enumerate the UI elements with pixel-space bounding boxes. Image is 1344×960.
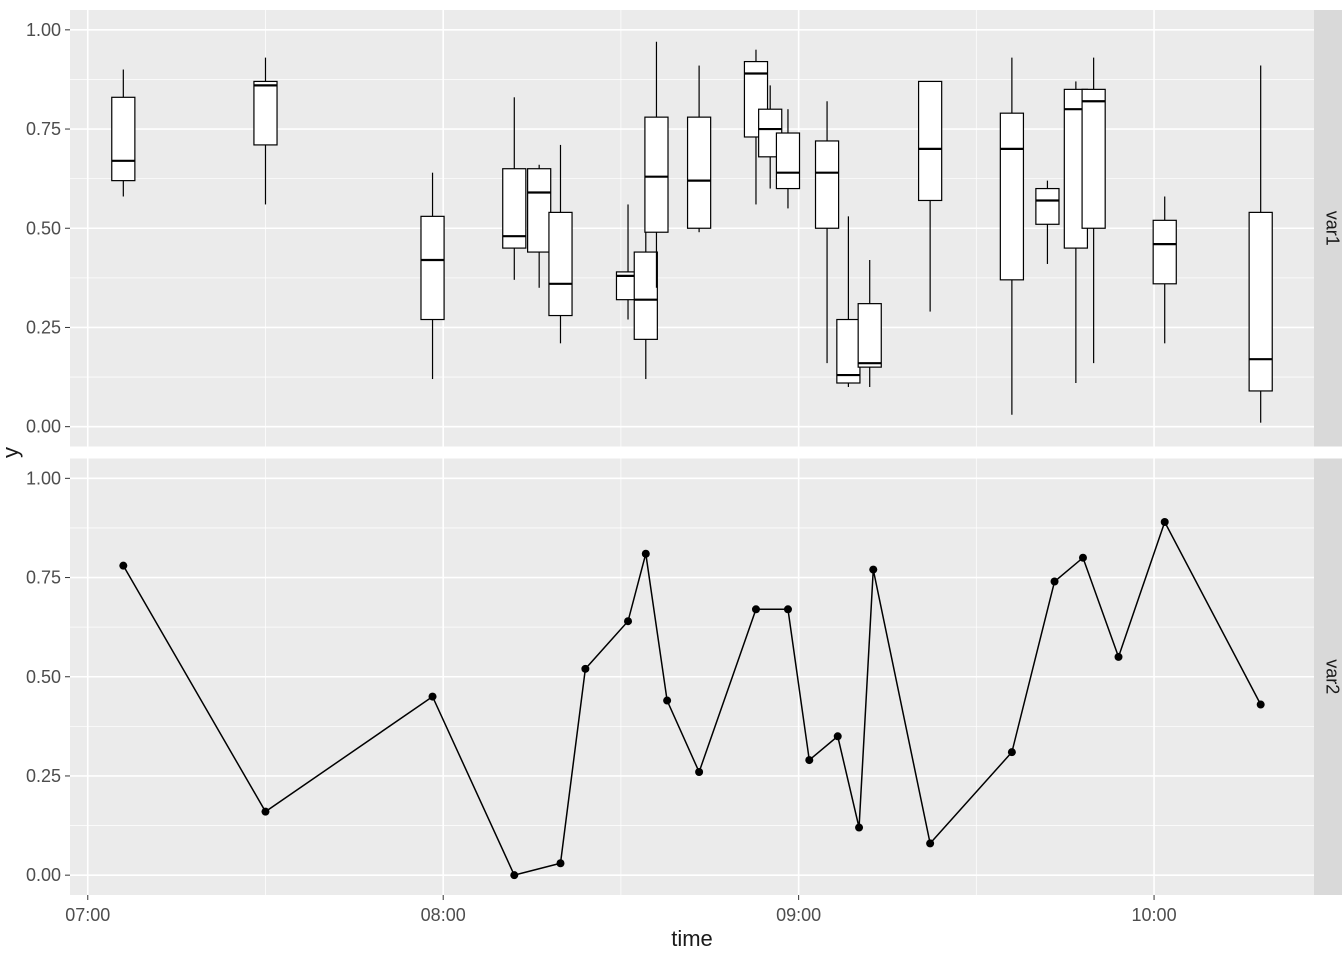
y-tick-label: 0.25: [26, 317, 61, 337]
line-point: [869, 566, 877, 574]
line-point: [834, 732, 842, 740]
box-body: [645, 117, 668, 232]
line-point: [556, 859, 564, 867]
y-tick-label: 0.25: [26, 766, 61, 786]
y-tick-label: 0.75: [26, 119, 61, 139]
box-body: [688, 117, 711, 228]
line-point: [663, 697, 671, 705]
box-body: [634, 252, 657, 339]
box-body: [1000, 113, 1023, 280]
line-point: [926, 839, 934, 847]
box-body: [776, 133, 799, 189]
line-point: [1008, 748, 1016, 756]
y-tick-label: 0.50: [26, 667, 61, 687]
line-point: [642, 550, 650, 558]
line-point: [581, 665, 589, 673]
y-tick-label: 0.00: [26, 417, 61, 437]
x-tick-label: 09:00: [776, 905, 821, 925]
line-point: [1079, 554, 1087, 562]
y-tick-label: 0.50: [26, 218, 61, 238]
line-point: [429, 693, 437, 701]
y-axis-title: y: [0, 447, 23, 458]
line-point: [695, 768, 703, 776]
faceted-chart: var1 0.00 0.25 0.50 0.75 1.00 var2 0.00 0.25 0.50…: [0, 0, 1344, 960]
line-point: [510, 871, 518, 879]
line-point: [752, 605, 760, 613]
box-body: [528, 169, 551, 252]
box-body: [421, 216, 444, 319]
x-tick-label: 07:00: [65, 905, 110, 925]
line-point: [855, 824, 863, 832]
line-point: [119, 562, 127, 570]
box-body: [1082, 89, 1105, 228]
x-tick-label: 10:00: [1132, 905, 1177, 925]
box-body: [254, 81, 277, 144]
x-tick-label: 08:00: [421, 905, 466, 925]
box-body: [549, 212, 572, 315]
box-body: [816, 141, 839, 228]
y-tick-label: 1.00: [26, 20, 61, 40]
box-body: [1153, 220, 1176, 283]
line-point: [784, 605, 792, 613]
box-body: [1249, 212, 1272, 391]
x-axis-title: time: [671, 926, 713, 951]
line-point: [624, 617, 632, 625]
line-point: [1115, 653, 1123, 661]
facet-strip-label: var2: [1323, 659, 1343, 694]
line-point: [261, 808, 269, 816]
y-tick-label: 0.75: [26, 568, 61, 588]
box-body: [919, 81, 942, 200]
y-tick-label: 1.00: [26, 468, 61, 488]
line-point: [1051, 578, 1059, 586]
box-body: [112, 97, 135, 180]
y-tick-label: 0.00: [26, 865, 61, 885]
box-body: [837, 320, 860, 383]
box-body: [1036, 189, 1059, 225]
line-point: [805, 756, 813, 764]
box-body: [858, 304, 881, 367]
line-point: [1257, 701, 1265, 709]
line-point: [1161, 518, 1169, 526]
facet-strip-label: var1: [1323, 211, 1343, 246]
